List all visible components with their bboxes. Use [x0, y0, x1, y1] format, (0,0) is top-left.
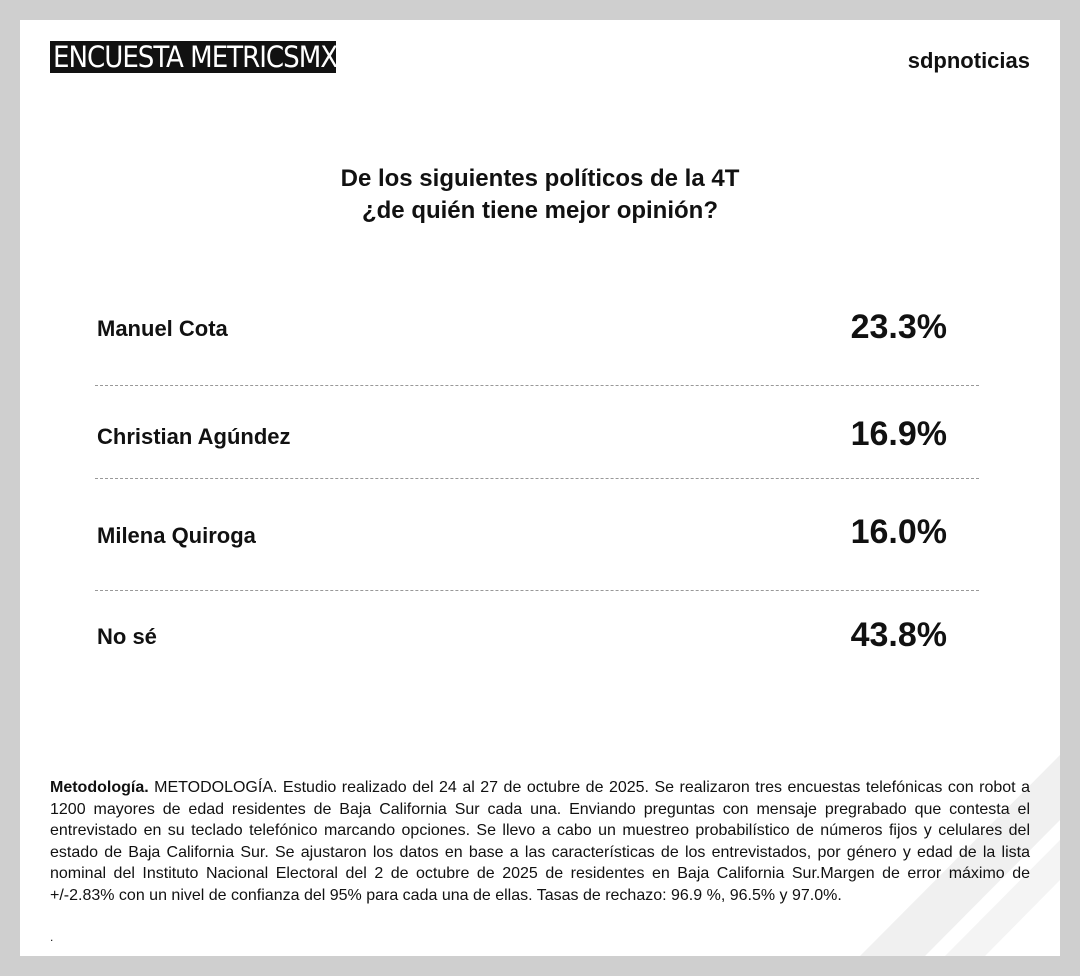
card: ENCUESTA METRICSMX sdpnoticias De los si… [20, 20, 1060, 956]
separator [95, 478, 979, 479]
decoration [860, 755, 1060, 956]
brand: sdpnoticias [907, 48, 1030, 73]
methodology-label: Metodología. [50, 779, 149, 796]
badge: ENCUESTA METRICSMX [50, 41, 338, 73]
row-name: Christian Agúndez [97, 424, 291, 449]
methodology-text: METODOLOGÍA. Estudio realizado del 24 al… [50, 779, 1030, 904]
row-value: 16.0% [850, 513, 947, 551]
row-value: 23.3% [850, 308, 947, 346]
methodology: Metodología. METODOLOGÍA. Estudio realiz… [50, 777, 1030, 906]
row-name: No sé [97, 624, 157, 649]
question-line: ¿de quién tiene mejor opinión? [361, 197, 718, 224]
separator [95, 385, 979, 386]
question-line: De los siguientes políticos de la 4T [340, 165, 740, 192]
row-name: Milena Quiroga [97, 523, 256, 548]
separator [95, 590, 979, 591]
question: De los siguientes políticos de la 4T ¿de… [20, 163, 1060, 227]
methodology-end: . [50, 930, 54, 944]
row-name: Manuel Cota [97, 316, 228, 341]
row-value: 43.8% [850, 616, 947, 654]
row-value: 16.9% [850, 415, 947, 453]
